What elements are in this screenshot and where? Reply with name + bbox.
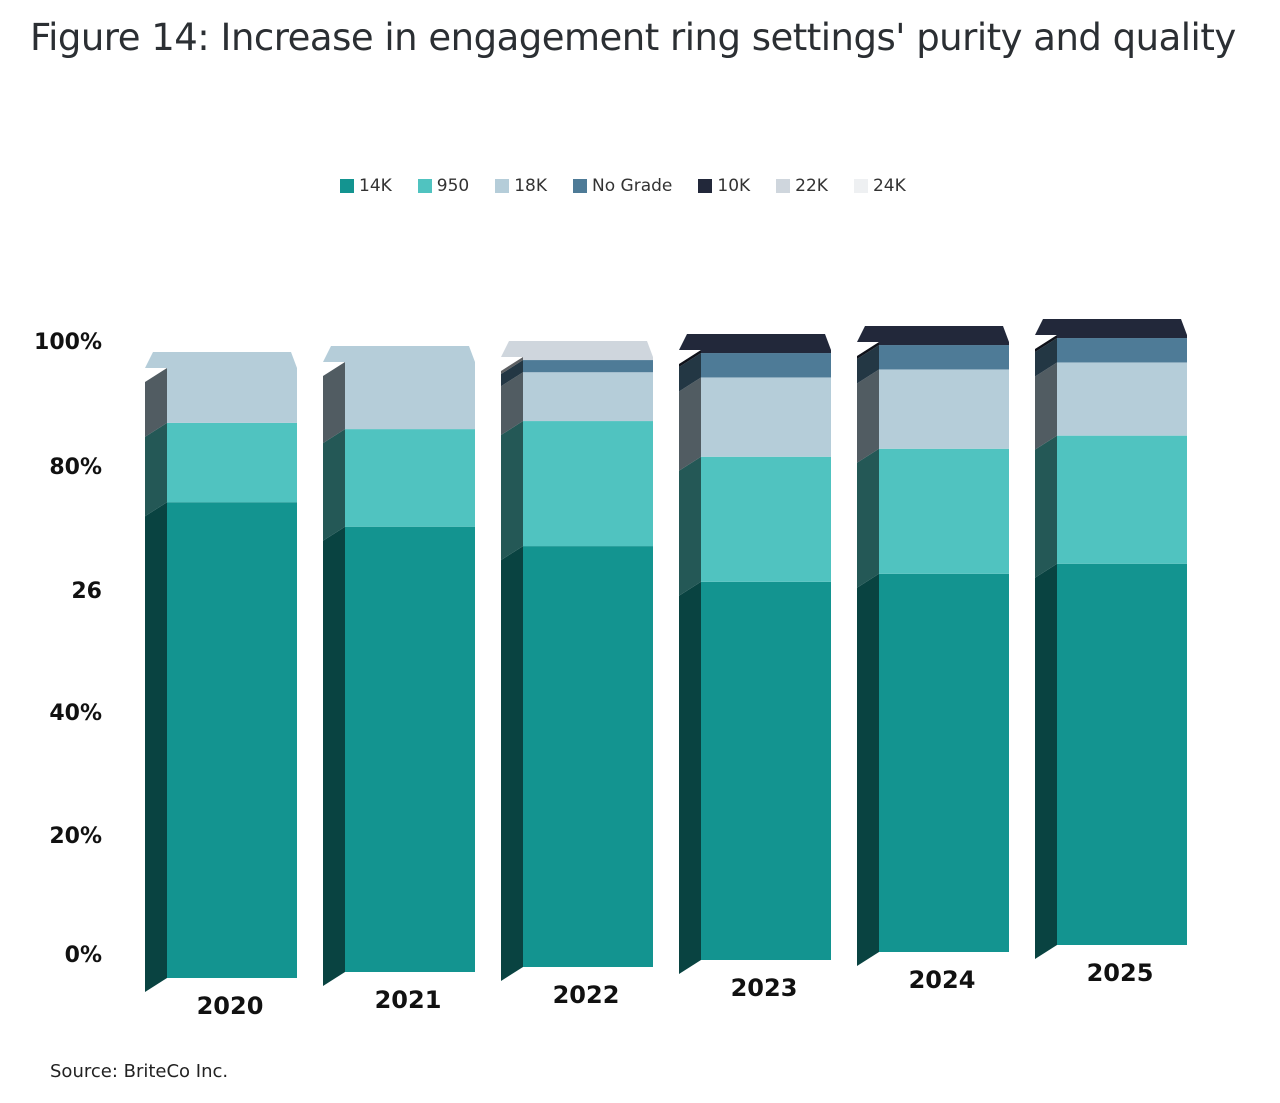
source-note: Source: BriteCo Inc. xyxy=(50,1061,229,1082)
bar-segment-950 xyxy=(345,429,475,527)
bar-segment-14k xyxy=(167,502,297,978)
bar-segment-side xyxy=(857,448,879,588)
x-tick-label: 2025 xyxy=(1087,959,1154,987)
bar-top-face xyxy=(857,326,1009,342)
bar-segment-14k xyxy=(701,581,831,960)
bar-segment-18k xyxy=(1057,362,1187,436)
y-tick-label: 100% xyxy=(34,330,102,355)
legend-item: 14K xyxy=(340,176,392,196)
y-tick-label: 26 xyxy=(71,579,102,604)
bar-segment-side xyxy=(679,456,701,596)
y-tick-label: 40% xyxy=(49,701,102,726)
legend-label: 22K xyxy=(795,176,828,196)
bar-segment-side xyxy=(145,422,167,517)
bar-segment-side xyxy=(857,342,879,360)
legend-swatch xyxy=(853,179,868,193)
bar-segment-side xyxy=(323,526,345,986)
bar-top-face xyxy=(323,346,475,362)
x-tick-label: 2020 xyxy=(197,992,264,1020)
legend-item: 24K xyxy=(853,176,906,196)
bar-segment-950 xyxy=(701,456,831,582)
bar-segment-side xyxy=(1035,362,1057,450)
bar-segment-no-grade xyxy=(523,360,653,373)
bar-top-face xyxy=(1035,319,1187,335)
bar-segment-14k xyxy=(523,546,653,967)
bar-segment-18k xyxy=(701,377,831,457)
bar-segment-side xyxy=(1035,335,1057,353)
legend-label: 24K xyxy=(872,176,906,196)
bar-segment-14k xyxy=(345,526,475,972)
bar-segment-18k xyxy=(523,372,653,422)
bar-segment-side xyxy=(501,546,523,981)
bar-segment-side xyxy=(1035,435,1057,578)
legend: 14K 950 18K No Grade 10K 22K 24K xyxy=(340,176,932,196)
bar-top-face xyxy=(679,334,831,350)
y-tick-label: 0% xyxy=(65,943,102,968)
y-tick-label: 80% xyxy=(49,455,102,480)
legend-item: No Grade xyxy=(573,176,672,196)
legend-swatch xyxy=(340,179,354,193)
bar-segment-side xyxy=(857,573,879,966)
legend-label: 950 xyxy=(436,176,470,196)
legend-label: 14K xyxy=(359,176,392,196)
x-tick-label: 2024 xyxy=(909,966,976,994)
bar-segment-14k xyxy=(879,573,1009,952)
x-tick-label: 2022 xyxy=(553,981,620,1009)
x-tick-label: 2023 xyxy=(731,974,798,1002)
legend-item: 22K xyxy=(776,176,828,196)
legend-swatch xyxy=(417,179,432,193)
legend-swatch xyxy=(776,179,791,193)
bar-segment-no-grade xyxy=(879,345,1009,370)
bar-segment-side xyxy=(679,581,701,974)
bar-segment-side xyxy=(1035,338,1057,377)
bar-segment-side xyxy=(501,360,523,387)
legend-label: 18K xyxy=(514,176,548,196)
bar-segment-no-grade xyxy=(1057,338,1187,363)
legend-item: 10K xyxy=(698,176,750,196)
bar-segment-side xyxy=(501,372,523,436)
bar-segment-18k xyxy=(879,369,1009,449)
bar-segment-22k xyxy=(523,357,653,361)
bar-segment-950 xyxy=(879,448,1009,574)
bar-segment-side xyxy=(857,369,879,463)
bar-segment-10k xyxy=(701,350,831,354)
legend-item: 18K xyxy=(495,176,547,196)
legend-swatch xyxy=(495,179,510,193)
bar-segment-10k xyxy=(879,342,1009,346)
bar-segment-side xyxy=(323,429,345,541)
bar-segment-side xyxy=(679,350,701,368)
bar-segment-side xyxy=(145,368,167,437)
x-tick-label: 2021 xyxy=(375,986,442,1014)
bar-segment-side xyxy=(679,377,701,471)
bar-segment-950 xyxy=(167,422,297,503)
bar-segment-side xyxy=(857,345,879,384)
bar-segment-side xyxy=(323,362,345,444)
bar-segment-18k xyxy=(167,368,297,423)
chart-title: Figure 14: Increase in engagement ring s… xyxy=(30,16,1236,59)
bar-segment-18k xyxy=(345,362,475,430)
bar-segment-950 xyxy=(1057,435,1187,564)
bar-segment-10k xyxy=(1057,335,1187,339)
legend-swatch xyxy=(573,179,588,193)
legend-label: 10K xyxy=(717,176,751,196)
bar-segment-side xyxy=(679,353,701,392)
bar-segment-14k xyxy=(1057,563,1187,945)
legend-label: No Grade xyxy=(592,176,673,196)
bar-top-face xyxy=(501,341,653,357)
legend-item: 950 xyxy=(417,176,470,196)
legend-swatch xyxy=(698,179,713,193)
bar-segment-no-grade xyxy=(701,353,831,378)
bar-segment-side xyxy=(501,357,523,375)
bar-segment-950 xyxy=(523,421,653,547)
bar-segment-side xyxy=(501,421,523,561)
bar-segment-side xyxy=(1035,563,1057,959)
bar-segment-side xyxy=(145,502,167,992)
y-tick-label: 20% xyxy=(49,824,102,849)
bar-top-face xyxy=(145,352,297,368)
